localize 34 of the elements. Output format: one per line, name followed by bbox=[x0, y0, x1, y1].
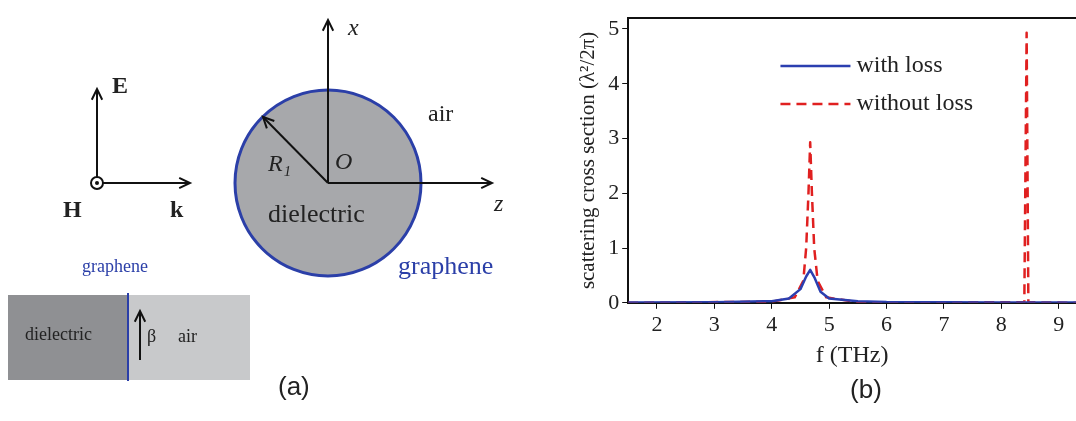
text: dielectric bbox=[25, 324, 92, 345]
x-tick-label: 5 bbox=[823, 310, 835, 336]
x-tick-label: 2 bbox=[651, 310, 663, 336]
text: air bbox=[428, 100, 454, 127]
text: (a) bbox=[278, 371, 310, 401]
legend-label: without loss bbox=[856, 89, 974, 116]
y-tick-label: 1 bbox=[608, 233, 620, 259]
x-tick-label: 6 bbox=[881, 310, 893, 336]
text: β bbox=[147, 326, 157, 347]
text: H bbox=[63, 196, 82, 223]
text: dielectric bbox=[268, 199, 365, 229]
x-tick-label: 3 bbox=[708, 310, 720, 336]
x-tick-label: 7 bbox=[938, 310, 950, 336]
y-tick-label: 5 bbox=[608, 14, 620, 40]
x-tick-label: 8 bbox=[995, 310, 1007, 336]
text: R₁ bbox=[268, 150, 292, 177]
text: (b) bbox=[849, 374, 883, 405]
text: air bbox=[178, 326, 197, 347]
y-tick-label: 2 bbox=[608, 179, 620, 205]
text: graphene bbox=[82, 256, 148, 277]
y-tick-label: 0 bbox=[608, 288, 620, 314]
text: E bbox=[112, 72, 129, 99]
x-tick-label: 9 bbox=[1053, 310, 1065, 336]
text: graphene bbox=[398, 251, 494, 281]
x-tick-label: 4 bbox=[766, 310, 778, 336]
y-tick-label: 3 bbox=[608, 124, 620, 150]
text: O bbox=[335, 148, 353, 175]
legend-label: with loss bbox=[856, 51, 943, 78]
y-tick-label: 4 bbox=[608, 69, 620, 95]
text: x bbox=[348, 14, 359, 41]
text: k bbox=[170, 196, 184, 223]
x-axis-title: f (THz) bbox=[815, 340, 889, 367]
text: z bbox=[494, 190, 504, 217]
y-axis-title: scattering cross section (λ²/2π) bbox=[575, 31, 600, 290]
